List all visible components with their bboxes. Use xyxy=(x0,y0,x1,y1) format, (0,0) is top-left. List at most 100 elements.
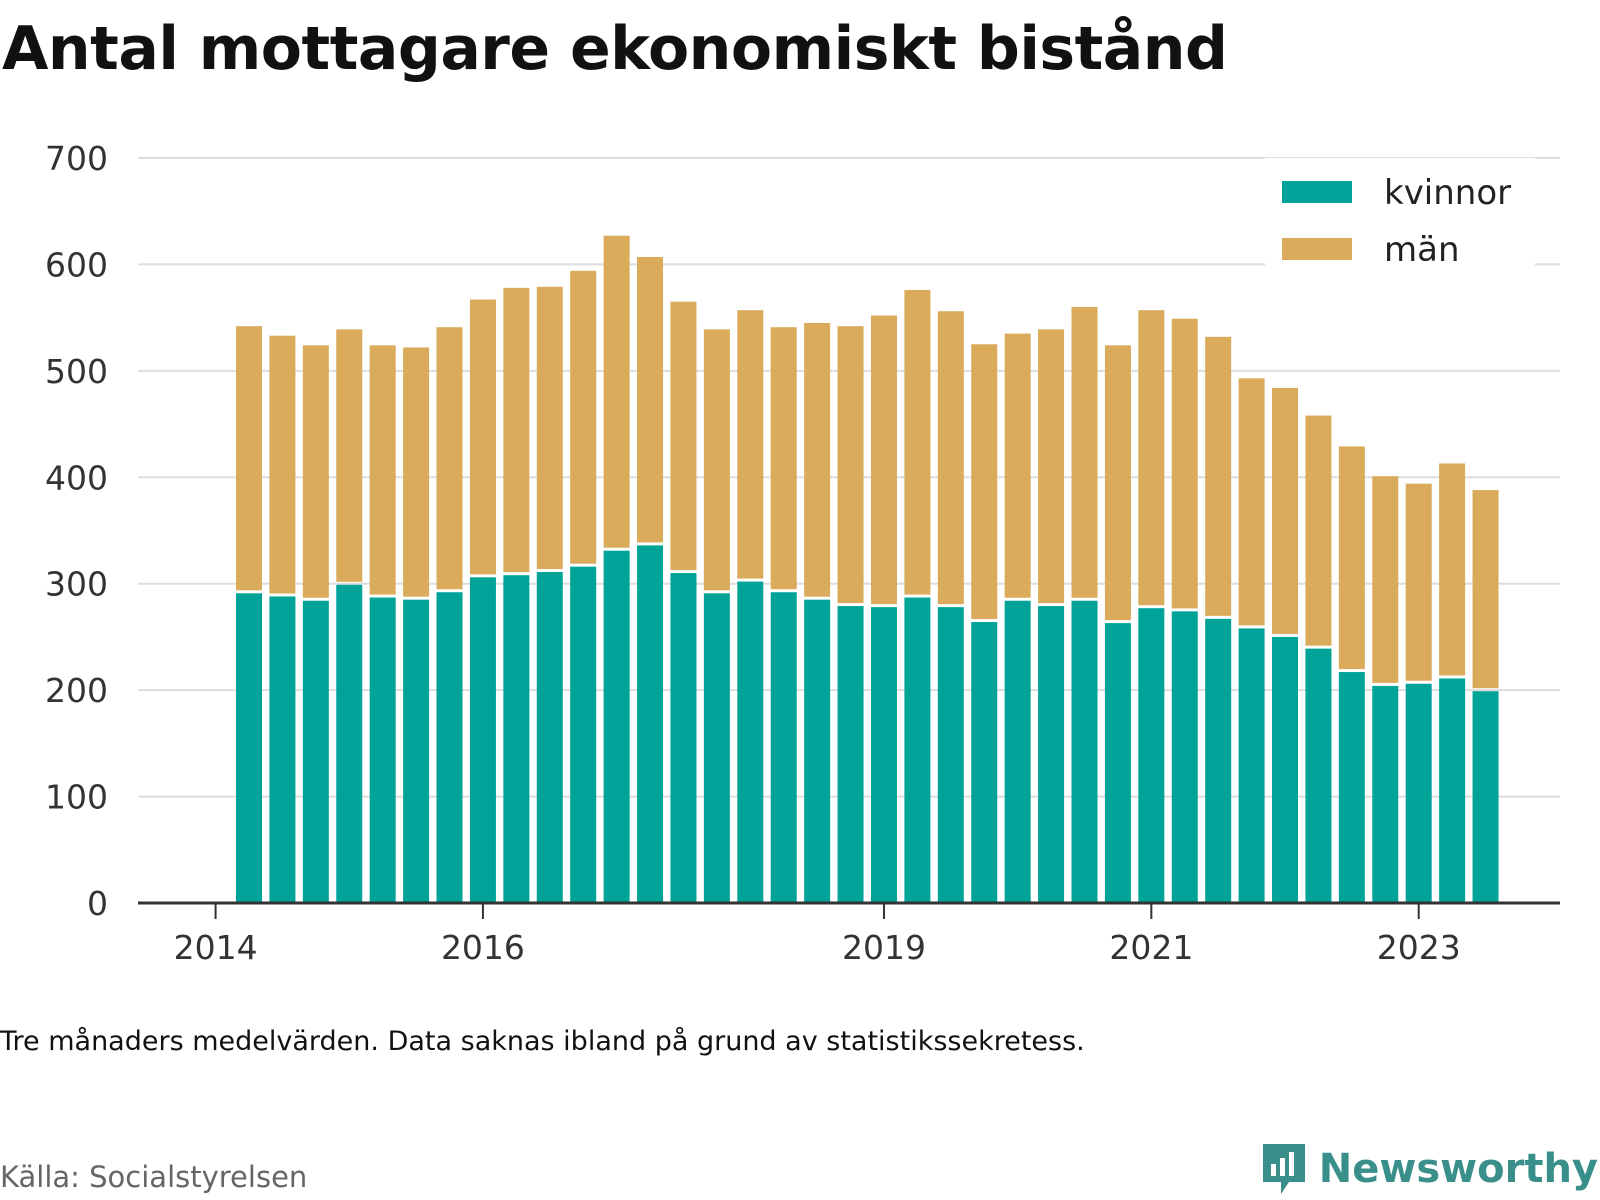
bar-kvinnor xyxy=(971,622,998,903)
chart-title: Antal mottagare ekonomiskt bistånd xyxy=(2,14,1228,84)
bar-kvinnor xyxy=(1372,685,1399,903)
bar-man xyxy=(1004,333,1031,598)
legend-swatch-man xyxy=(1282,238,1352,260)
bar-kvinnor xyxy=(336,584,363,903)
bar-man xyxy=(1372,476,1399,683)
bar-kvinnor xyxy=(770,592,797,903)
bar-man xyxy=(503,287,530,573)
bar-man xyxy=(469,299,496,575)
bar-man xyxy=(703,329,730,591)
axes: 0 100 200 300 400 500 600 700 2014 2016 2019 2021 20… xyxy=(45,139,1560,967)
bar-man xyxy=(1104,345,1131,621)
bar-man xyxy=(1171,318,1198,609)
source-label: Källa: Socialstyrelsen xyxy=(0,1160,308,1194)
bar-kvinnor xyxy=(1071,600,1098,903)
bar-man xyxy=(570,270,597,564)
bar-kvinnor xyxy=(536,572,563,903)
bar-kvinnor xyxy=(1405,683,1432,903)
bar-kvinnor xyxy=(637,545,664,903)
y-tick-label: 0 xyxy=(87,884,108,923)
bar-man xyxy=(403,347,430,597)
bar-kvinnor xyxy=(1305,648,1332,903)
y-tick-label: 300 xyxy=(45,565,108,604)
bar-kvinnor xyxy=(1004,600,1031,903)
bar-man xyxy=(1071,307,1098,598)
bar-man xyxy=(837,326,864,604)
bar-man xyxy=(536,286,563,570)
bar-kvinnor xyxy=(870,607,897,903)
bar-kvinnor xyxy=(703,593,730,903)
bar-kvinnor xyxy=(436,592,463,903)
bar-kvinnor xyxy=(904,597,931,903)
brand-name: Newsworthy xyxy=(1318,1146,1598,1192)
brand-logo[interactable]: Newsworthy xyxy=(1259,1140,1598,1198)
bar-kvinnor xyxy=(837,606,864,903)
legend-label-kvinnor: kvinnor xyxy=(1384,173,1511,213)
bar-kvinnor xyxy=(1238,628,1265,903)
bar-man xyxy=(1038,329,1065,604)
bar-man xyxy=(770,327,797,590)
bar-man xyxy=(1439,463,1466,676)
bar-kvinnor xyxy=(1272,636,1299,903)
bar-man xyxy=(603,235,630,548)
bar-man xyxy=(1238,378,1265,626)
x-tick-label: 2016 xyxy=(441,928,525,967)
bar-kvinnor xyxy=(236,593,262,903)
bar-man xyxy=(870,315,897,605)
bar-man xyxy=(436,327,463,590)
y-tick-label: 700 xyxy=(45,139,108,178)
bar-man xyxy=(269,335,296,594)
y-tick-label: 600 xyxy=(45,245,108,284)
bar-kvinnor xyxy=(1104,623,1131,903)
bar-kvinnor xyxy=(1038,606,1065,903)
newsworthy-logo-icon xyxy=(1262,1144,1305,1194)
bar-kvinnor xyxy=(503,575,530,903)
y-tick-label: 200 xyxy=(45,671,108,710)
bar-kvinnor xyxy=(403,599,430,903)
bar-kvinnor xyxy=(570,566,597,903)
chart-note: Tre månaders medelvärden. Data saknas ib… xyxy=(0,1026,1085,1057)
bar-kvinnor xyxy=(670,573,697,903)
bar-kvinnor xyxy=(1472,691,1499,903)
bar-kvinnor xyxy=(1205,618,1232,903)
bar-kvinnor xyxy=(269,596,296,903)
bar-man xyxy=(369,345,396,595)
bar-man xyxy=(637,256,664,543)
bar-man xyxy=(904,289,931,595)
y-tick-label: 100 xyxy=(45,778,108,817)
bar-kvinnor xyxy=(1439,678,1466,903)
bar-kvinnor xyxy=(469,577,496,903)
bars xyxy=(236,235,1499,903)
bar-kvinnor xyxy=(302,600,329,903)
bar-kvinnor xyxy=(369,597,396,903)
bar-man xyxy=(1472,490,1499,689)
bar-kvinnor xyxy=(937,607,964,903)
bar-man xyxy=(336,329,363,582)
bar-kvinnor xyxy=(1171,611,1198,903)
x-tick-label: 2019 xyxy=(842,928,926,967)
bar-kvinnor xyxy=(1338,672,1365,903)
bar-man xyxy=(937,311,964,605)
bar-kvinnor xyxy=(603,550,630,903)
y-tick-label: 500 xyxy=(45,352,108,391)
bar-kvinnor xyxy=(804,599,831,903)
x-tick-label: 2021 xyxy=(1109,928,1193,967)
bar-kvinnor xyxy=(737,581,764,903)
legend-swatch-kvinnor xyxy=(1282,181,1352,203)
y-tick-label: 400 xyxy=(45,458,108,497)
bar-man xyxy=(236,326,262,591)
bar-man xyxy=(302,345,329,598)
bar-man xyxy=(670,301,697,571)
x-tick-label: 2014 xyxy=(174,928,258,967)
bar-man xyxy=(971,344,998,620)
bar-man xyxy=(737,310,764,579)
bar-man xyxy=(1405,483,1432,681)
bar-man xyxy=(1272,387,1299,634)
bar-man xyxy=(1338,446,1365,670)
legend: kvinnor män xyxy=(1265,158,1535,270)
bar-kvinnor xyxy=(1138,608,1165,903)
bar-man xyxy=(1205,336,1232,616)
bar-man xyxy=(804,322,831,597)
bar-man xyxy=(1305,415,1332,646)
bar-man xyxy=(1138,310,1165,606)
